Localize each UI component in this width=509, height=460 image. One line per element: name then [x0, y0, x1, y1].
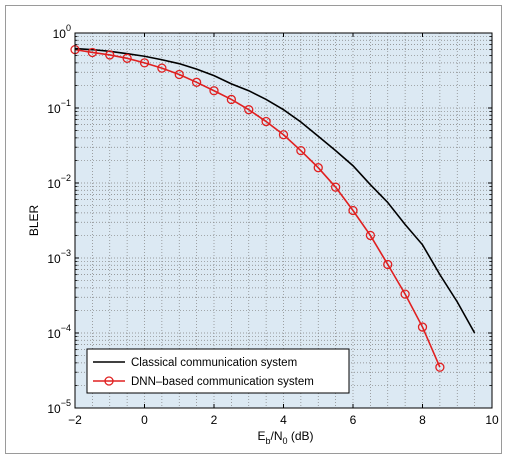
- x-label-e: E: [257, 429, 265, 443]
- x-label-unit: (dB): [288, 429, 314, 443]
- x-tick-label: −2: [68, 413, 82, 427]
- y-axis-label: BLER: [27, 204, 41, 236]
- dnn-data-point: [383, 259, 393, 270]
- x-label-sub-0: 0: [283, 436, 288, 446]
- dnn-data-point: [278, 130, 289, 140]
- dnn-data-point: [139, 58, 150, 68]
- dnn-data-point: [435, 362, 445, 372]
- y-tick-label: 100: [53, 23, 71, 41]
- dnn-data-point: [348, 205, 358, 216]
- dnn-series-line: [74, 48, 441, 368]
- y-tick-label: 10−2: [47, 173, 71, 191]
- y-tick-label: 10−4: [47, 323, 71, 341]
- dnn-data-point: [209, 86, 219, 96]
- legend-entry-label: DNN–based communication system: [131, 376, 314, 388]
- legend-box: [86, 348, 350, 394]
- y-tick-label: 10−1: [47, 98, 71, 116]
- dnn-data-point: [330, 182, 341, 192]
- dnn-data-point: [105, 50, 115, 60]
- dnn-data-point: [226, 94, 237, 105]
- dnn-data-point: [313, 163, 323, 173]
- dnn-data-point: [157, 63, 167, 73]
- dnn-data-point: [400, 289, 410, 299]
- dnn-data-point: [87, 47, 98, 58]
- dnn-data-point: [244, 105, 254, 115]
- x-tick-label: 6: [350, 413, 357, 427]
- y-tick-label: 10−3: [47, 248, 71, 266]
- x-axis-label: Eb/N0 (dB): [257, 429, 313, 446]
- dnn-data-point: [174, 69, 184, 80]
- x-tick-label: 10: [485, 413, 499, 427]
- x-label-slash: /N: [271, 429, 283, 443]
- dnn-data-point: [365, 230, 376, 241]
- dnn-data-point: [191, 77, 202, 87]
- dnn-data-point: [261, 116, 271, 127]
- x-tick-label: 2: [211, 413, 218, 427]
- dnn-data-point: [122, 53, 132, 63]
- legend-entry-label: Classical communication system: [131, 357, 297, 369]
- x-tick-label: 0: [141, 413, 148, 427]
- series-layer: [70, 44, 476, 372]
- axis-ticks: −2 0 2 4 6 8 10 100 10−1 10−2 10−3 10−4 10−5: [47, 23, 499, 427]
- y-tick-label: 10−5: [47, 398, 71, 416]
- classical-series-line: [74, 47, 476, 334]
- x-tick-label: 4: [280, 413, 287, 427]
- legend: Classical communication system DNN–based …: [86, 348, 350, 394]
- dnn-data-point: [417, 322, 428, 332]
- dnn-data-point: [296, 145, 306, 156]
- x-tick-label: 8: [419, 413, 426, 427]
- legend-swatch-marker: [104, 376, 114, 386]
- x-label-sub-b: b: [265, 436, 270, 446]
